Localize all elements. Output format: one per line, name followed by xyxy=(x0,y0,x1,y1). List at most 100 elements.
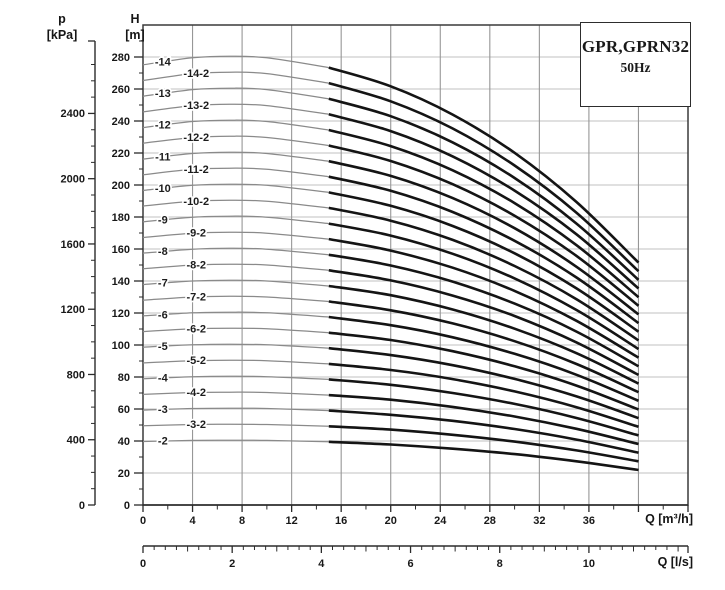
curve-label-8: -8 xyxy=(158,246,168,258)
curve-label-5: -5 xyxy=(158,341,168,353)
flow-tick-label-m3h: 20 xyxy=(385,515,397,527)
curve-label-10-2: -10-2 xyxy=(183,196,209,208)
pump-curve-12-2-bold xyxy=(328,144,640,307)
pump-curve-14-bold xyxy=(328,66,640,264)
pump-curve-11-bold xyxy=(328,159,640,316)
pump-curve-13-bold xyxy=(328,97,640,281)
pump-curve-5-thin xyxy=(142,343,329,349)
head-tick-label: 40 xyxy=(118,436,130,448)
pump-curve-13-2-bold xyxy=(328,113,640,290)
pressure-tick-label: 2000 xyxy=(61,173,85,185)
pump-curve-10-bold xyxy=(328,191,640,333)
flow-tick-label-ls: 8 xyxy=(497,558,503,570)
pump-curve-7-2-thin xyxy=(142,295,329,303)
flow-tick-label-ls: 6 xyxy=(407,558,413,570)
pump-curve-10-2-thin xyxy=(142,199,329,209)
flow-tick-label-m3h: 4 xyxy=(189,515,196,527)
pump-curve-8-2-bold xyxy=(328,269,640,377)
pump-curve-6-thin xyxy=(142,311,329,318)
curve-label-11-2: -11-2 xyxy=(184,164,209,176)
pump-curve-10-2-bold xyxy=(328,206,640,342)
flow-tick-label-m3h: 16 xyxy=(335,515,347,527)
pump-curve-11-2-thin xyxy=(142,167,329,178)
pump-curve-8-bold xyxy=(328,253,640,368)
flow-tick-label-ls: 2 xyxy=(229,558,235,570)
pressure-axis-title: p [kPa] xyxy=(30,11,94,44)
pump-frequency: 50Hz xyxy=(620,60,651,75)
curve-label-12: -12 xyxy=(155,120,171,132)
pump-curve-10-thin xyxy=(142,183,329,194)
head-tick-label: 180 xyxy=(112,212,130,224)
curve-label-5-2: -5-2 xyxy=(186,355,206,367)
curve-label-14-2: -14-2 xyxy=(183,68,209,80)
curve-label-4: -4 xyxy=(158,373,169,385)
head-tick-label: 20 xyxy=(118,468,130,480)
head-axis-title: H [m] xyxy=(119,11,151,44)
pressure-tick-label: 1600 xyxy=(61,239,85,251)
curve-label-13: -13 xyxy=(155,88,171,100)
head-tick-label: 240 xyxy=(112,116,130,128)
head-tick-label: 200 xyxy=(112,180,130,192)
head-tick-label: 0 xyxy=(124,500,130,512)
flow-tick-label-m3h: 8 xyxy=(239,515,245,527)
flow-tick-label-m3h: 24 xyxy=(434,515,447,527)
curve-label-3-2: -3-2 xyxy=(186,419,206,431)
pump-curve-14-2-thin xyxy=(142,71,329,84)
type-designation-box: GPR,GPRN32 50Hz xyxy=(580,22,691,107)
curve-label-7-2: -7-2 xyxy=(186,292,206,304)
curve-label-3: -3 xyxy=(158,404,168,416)
pump-curve-2-thin xyxy=(142,439,329,443)
flow-tick-label-ls: 4 xyxy=(318,558,325,570)
pump-curve-3-bold xyxy=(328,409,639,454)
pump-curve-14-thin xyxy=(142,55,329,69)
flow-tick-label-m3h: 32 xyxy=(533,515,545,527)
pump-curve-6-bold xyxy=(328,315,639,403)
pump-curve-3-thin xyxy=(142,407,329,412)
curve-label-14: -14 xyxy=(155,57,172,69)
pump-curve-8-2-thin xyxy=(142,263,329,271)
flow-tick-label-m3h: 36 xyxy=(583,515,595,527)
pump-curve-3-2-thin xyxy=(142,423,329,427)
flow-tick-label-m3h: 0 xyxy=(140,515,146,527)
pump-curve-9-thin xyxy=(142,215,329,225)
curve-label-10: -10 xyxy=(155,183,171,195)
pump-curve-5-bold xyxy=(328,346,639,420)
pump-curve-13-2-thin xyxy=(142,103,329,115)
pressure-tick-label: 1200 xyxy=(61,304,85,316)
pump-curve-11-2-bold xyxy=(328,175,640,325)
pressure-tick-label: 400 xyxy=(67,435,85,447)
flow-axis-label-m3h: Q [m³/h] xyxy=(645,512,693,526)
pressure-axis-symbol: p xyxy=(58,12,66,26)
pump-curve-4-2-thin xyxy=(142,391,329,396)
pump-curve-3-2-bold xyxy=(328,425,639,463)
pump-curve-9-2-bold xyxy=(328,237,640,359)
head-tick-label: 260 xyxy=(112,84,130,96)
pump-curve-11-thin xyxy=(142,151,329,162)
curve-label-12-2: -12-2 xyxy=(183,132,209,144)
curve-label-6-2: -6-2 xyxy=(186,323,206,335)
head-axis-symbol: H xyxy=(130,12,140,26)
curve-label-6: -6 xyxy=(158,309,168,321)
pump-curve-13-thin xyxy=(142,87,329,100)
pump-curve-7-bold xyxy=(328,284,640,385)
curve-label-4-2: -4-2 xyxy=(186,387,206,399)
pump-curve-8-thin xyxy=(142,247,329,256)
head-tick-label: 280 xyxy=(112,52,130,64)
head-tick-label: 160 xyxy=(112,244,130,256)
pressure-tick-label: 800 xyxy=(67,369,85,381)
flow-tick-label-m3h: 12 xyxy=(286,515,298,527)
head-tick-label: 140 xyxy=(112,276,130,288)
pump-curve-9-bold xyxy=(328,222,640,351)
pump-curve-4-2-bold xyxy=(328,393,639,446)
pump-curve-12-2-thin xyxy=(142,135,329,147)
pump-curve-6-2-bold xyxy=(328,331,639,411)
pump-curve-12-bold xyxy=(328,128,640,299)
pump-model-name: GPR,GPRN32 xyxy=(581,37,690,56)
flow-tick-label-ls: 0 xyxy=(140,558,146,570)
pump-curve-5-2-thin xyxy=(142,359,329,365)
curve-label-9: -9 xyxy=(158,215,168,227)
head-tick-label: 60 xyxy=(118,404,130,416)
pump-curve-7-thin xyxy=(142,279,329,287)
curve-label-13-2: -13-2 xyxy=(183,100,209,112)
